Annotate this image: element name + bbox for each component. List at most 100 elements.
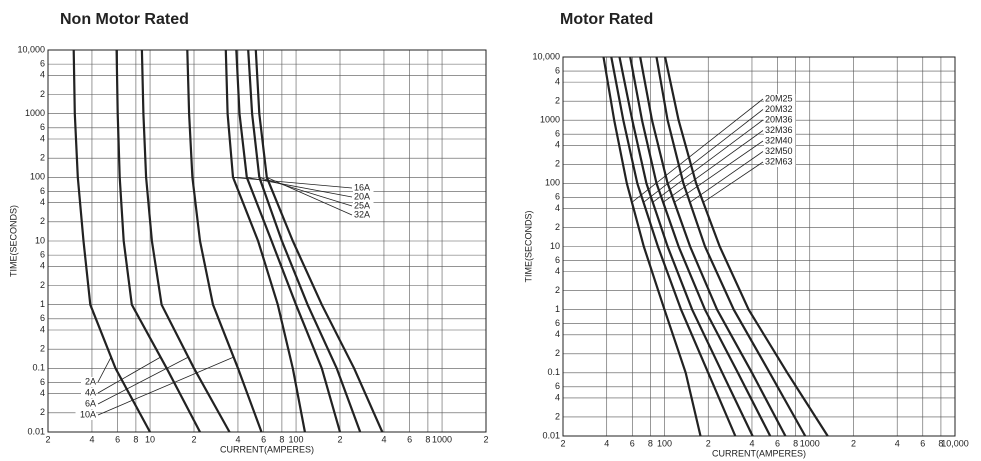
y-tick-label: 6 [555, 192, 560, 202]
curve [247, 49, 362, 433]
legend-bg [764, 136, 796, 146]
x-tick-label: 6 [407, 434, 412, 444]
legend-bg [764, 157, 796, 167]
x-tick-label: 100 [289, 434, 304, 444]
y-tick-label: 2 [555, 411, 560, 421]
y-tick-label: 4 [40, 261, 45, 271]
y-tick-label: 4 [555, 203, 560, 213]
leader-line [97, 356, 189, 405]
y-tick-label: 10 [35, 235, 45, 245]
y-tick-label: 6 [555, 381, 560, 391]
y-axis-label: TIME(SECONDS) [8, 205, 18, 277]
legend-bg [764, 104, 796, 115]
y-tick-label: 100 [545, 178, 560, 188]
legend-bg [764, 115, 796, 125]
leader-line [662, 130, 764, 203]
legend-bg [75, 410, 96, 420]
legend-label: 20A [354, 191, 370, 201]
legend-label: 25A [354, 200, 370, 210]
y-tick-label: 4 [40, 324, 45, 334]
x-tick-label: 8 [425, 434, 430, 444]
y-tick-label: 0.01 [27, 426, 45, 436]
x-tick-label: 2 [483, 434, 488, 444]
x-tick-label: 8 [133, 434, 138, 444]
leader-line [259, 176, 353, 207]
x-tick-label: 2 [337, 434, 342, 444]
leader-line [97, 356, 234, 416]
legend-label: 20M25 [765, 93, 793, 103]
curve [254, 49, 384, 433]
legend-label: 4A [85, 387, 96, 397]
x-tick-label: 4 [895, 438, 900, 448]
y-tick-label: 4 [40, 197, 45, 207]
x-tick-label: 4 [749, 438, 754, 448]
x-tick-label: 1000 [432, 434, 452, 444]
y-tick-label: 2 [555, 96, 560, 106]
y-tick-label: 2 [40, 407, 45, 417]
y-tick-label: 2 [40, 344, 45, 354]
curve [618, 56, 754, 437]
legend-bg [764, 146, 796, 157]
plot-frame [47, 49, 487, 433]
x-tick-label: 10 [145, 434, 155, 444]
x-tick-label: 6 [920, 438, 925, 448]
y-tick-label: 2 [555, 159, 560, 169]
y-tick-label: 6 [555, 318, 560, 328]
legend-label: 32M40 [765, 135, 793, 145]
legend-label: 32M63 [765, 156, 793, 166]
x-tick-label: 2 [191, 434, 196, 444]
y-tick-label: 6 [555, 129, 560, 139]
y-tick-label: 6 [40, 249, 45, 259]
y-tick-label: 6 [555, 255, 560, 265]
y-tick-label: 10,000 [532, 51, 560, 61]
legend-label: 16A [354, 182, 370, 192]
y-tick-label: 0.1 [32, 363, 45, 373]
y-tick-label: 100 [30, 172, 45, 182]
legend-bg [764, 94, 796, 104]
y-tick-label: 2 [555, 222, 560, 232]
legend-label: 10A [80, 409, 96, 419]
y-tick-label: 6 [40, 58, 45, 68]
y-tick-label: 1 [555, 304, 560, 314]
x-tick-label: 8 [279, 434, 284, 444]
leader-line [631, 98, 764, 203]
y-tick-label: 10 [550, 241, 560, 251]
legend-bg [764, 125, 796, 136]
legend-label: 20M36 [765, 114, 793, 124]
y-tick-label: 10,000 [17, 44, 45, 54]
x-tick-label: 1000 [800, 438, 820, 448]
x-axis-label: CURRENT(AMPERES) [712, 448, 806, 458]
y-tick-label: 4 [555, 266, 560, 276]
x-tick-label: 8 [938, 438, 943, 448]
leader-line [674, 140, 764, 203]
leader-line [689, 151, 764, 203]
legend-bg [81, 399, 96, 409]
legend-bg [353, 183, 374, 193]
chart-title: Non Motor Rated [60, 11, 189, 28]
leader-line [97, 356, 112, 383]
y-tick-label: 2 [40, 216, 45, 226]
x-tick-label: 2 [706, 438, 711, 448]
curve [629, 56, 772, 437]
x-tick-label: 6 [775, 438, 780, 448]
x-tick-label: 2 [45, 434, 50, 444]
curve [224, 49, 306, 433]
y-tick-label: 4 [555, 329, 560, 339]
y-tick-label: 4 [40, 70, 45, 80]
legend-label: 32M36 [765, 125, 793, 135]
x-tick-label: 4 [89, 434, 94, 444]
y-tick-label: 4 [40, 388, 45, 398]
y-tick-label: 1 [40, 299, 45, 309]
plot-frame [562, 56, 956, 437]
legend-label: 32M50 [765, 146, 793, 156]
x-tick-label: 2 [560, 438, 565, 448]
legend-bg [81, 388, 96, 398]
legend-label: 20M32 [765, 104, 793, 114]
leader-line [652, 119, 764, 203]
x-axis-label: CURRENT(AMPERES) [220, 444, 314, 454]
curve [664, 56, 829, 437]
x-tick-label: 6 [115, 434, 120, 444]
y-tick-label: 4 [555, 140, 560, 150]
x-tick-label: 6 [630, 438, 635, 448]
curve [235, 49, 342, 433]
